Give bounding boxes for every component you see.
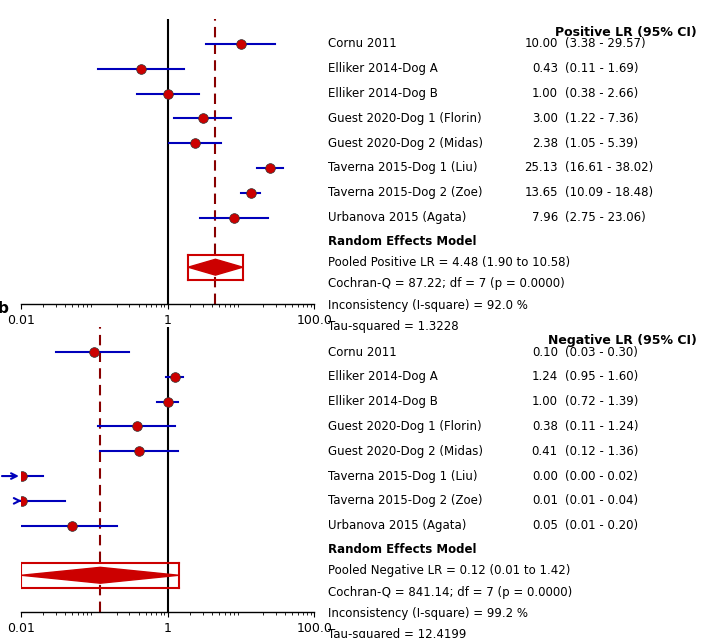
Text: (0.12 - 1.36): (0.12 - 1.36) [565,445,639,457]
Text: (0.01 - 0.04): (0.01 - 0.04) [565,494,639,507]
Text: Guest 2020-Dog 1 (Florin): Guest 2020-Dog 1 (Florin) [328,420,481,433]
Text: Taverna 2015-Dog 2 (Zoe): Taverna 2015-Dog 2 (Zoe) [328,186,483,199]
Text: (0.38 - 2.66): (0.38 - 2.66) [565,87,639,100]
Text: Taverna 2015-Dog 1 (Liu): Taverna 2015-Dog 1 (Liu) [328,470,477,482]
Text: Taverna 2015-Dog 2 (Zoe): Taverna 2015-Dog 2 (Zoe) [328,494,483,507]
Text: (16.61 - 38.02): (16.61 - 38.02) [565,161,653,174]
Text: Pooled Positive LR = 4.48 (1.90 to 10.58): Pooled Positive LR = 4.48 (1.90 to 10.58… [328,256,570,269]
Text: (1.05 - 5.39): (1.05 - 5.39) [565,137,639,150]
Text: Random Effects Model: Random Effects Model [328,543,476,556]
Text: b: b [0,300,8,316]
Text: Guest 2020-Dog 1 (Florin): Guest 2020-Dog 1 (Florin) [328,112,481,125]
Text: (2.75 - 23.06): (2.75 - 23.06) [565,211,646,224]
Text: Taverna 2015-Dog 1 (Liu): Taverna 2015-Dog 1 (Liu) [328,161,477,174]
Text: 13.65: 13.65 [525,186,558,199]
Text: 0.00: 0.00 [532,470,558,482]
Text: (0.01 - 0.20): (0.01 - 0.20) [565,519,639,532]
Text: 10.00: 10.00 [525,38,558,50]
Text: Guest 2020-Dog 2 (Midas): Guest 2020-Dog 2 (Midas) [328,137,483,150]
Text: 25.13: 25.13 [525,161,558,174]
Text: Elliker 2014-Dog A: Elliker 2014-Dog A [328,370,438,383]
Polygon shape [21,567,179,583]
Text: Inconsistency (I-square) = 92.0 %: Inconsistency (I-square) = 92.0 % [328,299,528,312]
Text: Cochran-Q = 841.14; df = 7 (p = 0.0000): Cochran-Q = 841.14; df = 7 (p = 0.0000) [328,586,572,598]
Text: 2.38: 2.38 [532,137,558,150]
Text: Cornu 2011: Cornu 2011 [328,346,396,359]
Text: Elliker 2014-Dog B: Elliker 2014-Dog B [328,87,438,100]
Text: Elliker 2014-Dog B: Elliker 2014-Dog B [328,395,438,408]
Text: Cornu 2011: Cornu 2011 [328,38,396,50]
Text: Guest 2020-Dog 2 (Midas): Guest 2020-Dog 2 (Midas) [328,445,483,457]
Text: 0.05: 0.05 [532,519,558,532]
Text: Tau-squared = 12.4199: Tau-squared = 12.4199 [328,628,467,638]
Text: 0.43: 0.43 [532,63,558,75]
Text: 0.38: 0.38 [532,420,558,433]
Polygon shape [188,259,243,275]
Text: (0.11 - 1.69): (0.11 - 1.69) [565,63,639,75]
Text: Inconsistency (I-square) = 99.2 %: Inconsistency (I-square) = 99.2 % [328,607,528,620]
Text: (0.11 - 1.24): (0.11 - 1.24) [565,420,639,433]
Text: (0.95 - 1.60): (0.95 - 1.60) [565,370,639,383]
Text: 0.10: 0.10 [532,346,558,359]
Text: 3.00: 3.00 [532,112,558,125]
Text: 0.41: 0.41 [532,445,558,457]
Text: 7.96: 7.96 [532,211,558,224]
Text: Elliker 2014-Dog A: Elliker 2014-Dog A [328,63,438,75]
Text: (0.00 - 0.02): (0.00 - 0.02) [565,470,639,482]
Text: Negative LR (95% CI): Negative LR (95% CI) [548,334,697,347]
Text: Urbanova 2015 (Agata): Urbanova 2015 (Agata) [328,519,467,532]
Text: Pooled Negative LR = 0.12 (0.01 to 1.42): Pooled Negative LR = 0.12 (0.01 to 1.42) [328,564,571,577]
Text: Cochran-Q = 87.22; df = 7 (p = 0.0000): Cochran-Q = 87.22; df = 7 (p = 0.0000) [328,278,565,290]
Text: (0.72 - 1.39): (0.72 - 1.39) [565,395,639,408]
Text: Urbanova 2015 (Agata): Urbanova 2015 (Agata) [328,211,467,224]
Text: Random Effects Model: Random Effects Model [328,235,476,248]
Text: Positive LR (95% CI): Positive LR (95% CI) [555,26,697,40]
Text: 1.00: 1.00 [532,87,558,100]
Text: (1.22 - 7.36): (1.22 - 7.36) [565,112,639,125]
Text: 1.24: 1.24 [532,370,558,383]
Text: (10.09 - 18.48): (10.09 - 18.48) [565,186,653,199]
Text: (0.03 - 0.30): (0.03 - 0.30) [565,346,638,359]
Text: (3.38 - 29.57): (3.38 - 29.57) [565,38,646,50]
X-axis label: Positive LR: Positive LR [124,332,211,346]
Text: Tau-squared = 1.3228: Tau-squared = 1.3228 [328,320,459,333]
Text: 1.00: 1.00 [532,395,558,408]
Text: 0.01: 0.01 [532,494,558,507]
